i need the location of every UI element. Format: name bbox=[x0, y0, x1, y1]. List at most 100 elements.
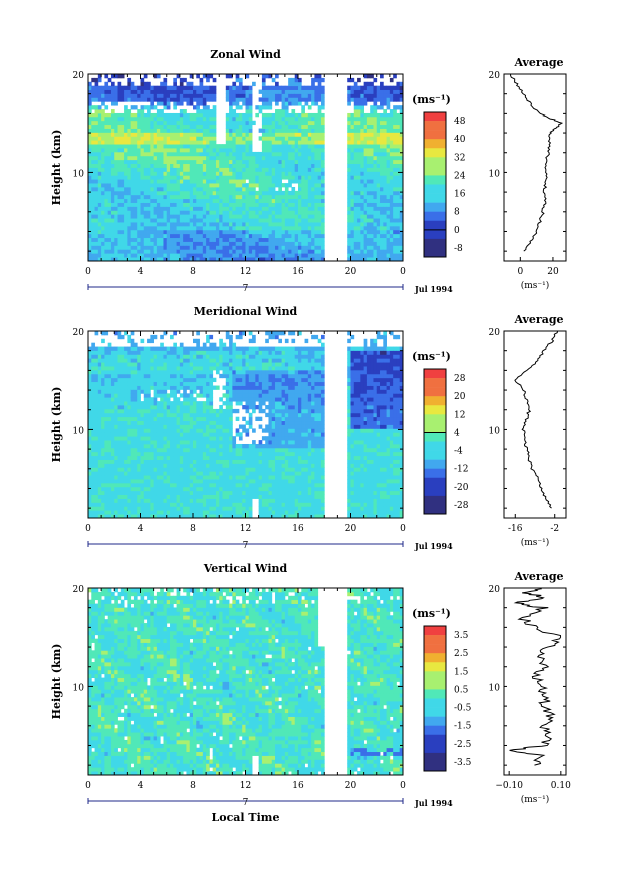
heatmap-cell bbox=[193, 159, 197, 165]
heatmap-cell bbox=[209, 175, 214, 180]
heatmap-cell bbox=[271, 148, 276, 153]
heatmap-cell bbox=[130, 514, 135, 519]
heatmap-cell bbox=[206, 124, 210, 129]
heatmap-cell bbox=[248, 210, 253, 215]
heatmap-cell bbox=[242, 132, 246, 137]
heatmap-cell bbox=[101, 229, 105, 235]
heatmap-cell bbox=[311, 132, 315, 137]
heatmap-cell bbox=[265, 218, 269, 223]
heatmap-cell bbox=[104, 257, 109, 262]
heatmap-cell bbox=[242, 198, 246, 203]
heatmap-cell bbox=[215, 163, 220, 168]
heatmap-cell bbox=[183, 179, 187, 184]
heatmap-cell bbox=[268, 151, 273, 157]
heatmap-cell bbox=[268, 171, 273, 176]
heatmap-cell bbox=[258, 241, 263, 246]
heatmap-cell bbox=[393, 241, 397, 246]
heatmap-cell bbox=[242, 245, 246, 250]
heatmap-cell bbox=[261, 202, 266, 207]
heatmap-cell bbox=[215, 225, 220, 231]
heatmap-cell bbox=[396, 112, 401, 118]
heatmap-cell bbox=[107, 455, 112, 460]
heatmap-cell bbox=[281, 159, 286, 165]
heatmap-cell bbox=[104, 369, 109, 375]
heatmap-cell bbox=[147, 97, 151, 102]
heatmap-cell bbox=[353, 241, 358, 246]
heatmap-cell bbox=[347, 171, 351, 176]
heatmap-cell bbox=[133, 116, 138, 122]
heatmap-cell bbox=[88, 140, 92, 145]
heatmap-cell bbox=[88, 210, 92, 215]
heatmap-cell bbox=[278, 179, 282, 184]
heatmap-cell bbox=[252, 194, 256, 200]
heatmap-cell bbox=[101, 451, 105, 457]
heatmap-cell bbox=[170, 253, 174, 258]
heatmap-cell bbox=[147, 412, 151, 418]
heatmap-cell bbox=[225, 128, 230, 133]
heatmap-cell bbox=[301, 116, 305, 122]
heatmap-cell bbox=[150, 510, 155, 515]
heatmap-cell bbox=[150, 420, 155, 425]
heatmap-cell bbox=[347, 241, 351, 246]
heatmap-cell bbox=[183, 257, 187, 262]
heatmap-cell bbox=[140, 222, 145, 227]
heatmap-cell bbox=[238, 183, 243, 188]
heatmap-cell bbox=[278, 167, 282, 172]
heatmap-cell bbox=[225, 148, 230, 153]
heatmap-cell bbox=[140, 257, 145, 262]
heatmap-cell bbox=[360, 136, 365, 141]
heatmap-cell bbox=[173, 132, 177, 137]
heatmap-cell bbox=[183, 183, 187, 188]
heatmap-cell bbox=[124, 447, 128, 453]
heatmap-cell bbox=[140, 463, 145, 468]
heatmap-cell bbox=[298, 229, 302, 235]
heatmap-cell bbox=[265, 89, 269, 94]
heatmap-cell bbox=[370, 186, 374, 192]
heatmap-cell bbox=[278, 175, 282, 180]
heatmap-cell bbox=[104, 459, 109, 464]
heatmap-cell bbox=[396, 93, 401, 98]
heatmap-cell bbox=[366, 233, 371, 239]
heatmap-cell bbox=[117, 124, 122, 129]
heatmap-cell bbox=[163, 190, 168, 196]
heatmap-cell bbox=[258, 257, 263, 262]
heatmap-cell bbox=[173, 140, 177, 145]
heatmap-cell bbox=[137, 222, 141, 227]
heatmap-cell bbox=[222, 229, 227, 235]
heatmap-cell bbox=[298, 120, 302, 126]
heatmap-cell bbox=[350, 241, 355, 246]
heatmap-cell bbox=[199, 171, 204, 176]
heatmap-cell bbox=[215, 214, 220, 219]
heatmap-cell bbox=[143, 362, 148, 367]
heatmap-cell bbox=[225, 183, 230, 188]
heatmap-cell bbox=[137, 159, 141, 165]
heatmap-cell bbox=[238, 229, 243, 235]
heatmap-cell bbox=[252, 186, 256, 192]
heatmap-cell bbox=[143, 81, 148, 87]
heatmap-cell bbox=[222, 245, 227, 250]
heatmap-cell bbox=[150, 436, 155, 441]
heatmap-cell bbox=[104, 455, 109, 460]
heatmap-cell bbox=[120, 218, 125, 223]
heatmap-cell bbox=[370, 214, 374, 219]
heatmap-cell bbox=[97, 514, 102, 519]
heatmap-cell bbox=[212, 206, 217, 211]
heatmap-cell bbox=[380, 120, 384, 126]
heatmap-cell bbox=[127, 124, 132, 129]
heatmap-cell bbox=[261, 222, 266, 227]
heatmap-cell bbox=[386, 101, 391, 106]
heatmap-cell bbox=[104, 412, 109, 418]
heatmap-cell bbox=[114, 163, 118, 168]
heatmap-cell bbox=[278, 144, 282, 149]
heatmap-cell bbox=[163, 81, 168, 87]
heatmap-cell bbox=[317, 202, 322, 207]
heatmap-cell bbox=[127, 128, 132, 133]
heatmap-cell bbox=[353, 225, 358, 231]
heatmap-cell bbox=[215, 179, 220, 184]
heatmap-cell bbox=[386, 183, 391, 188]
heatmap-cell bbox=[124, 93, 128, 98]
heatmap-cell bbox=[268, 105, 273, 110]
heatmap-cell bbox=[209, 93, 214, 98]
heatmap-cell bbox=[206, 233, 210, 239]
heatmap-cell bbox=[124, 393, 128, 398]
